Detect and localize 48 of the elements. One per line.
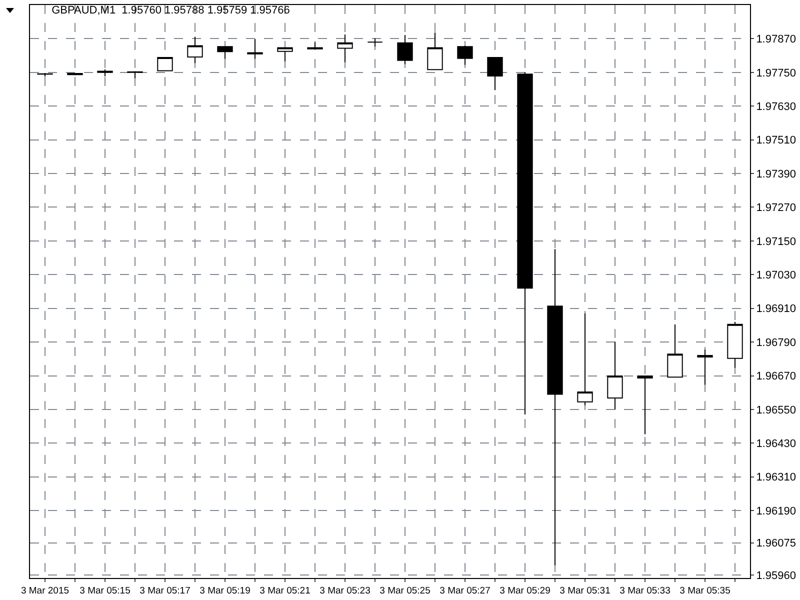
y-tick-label: 1.97150 [756,236,796,248]
x-tick-label: 3 Mar 05:25 [380,585,430,596]
candlestick [337,34,353,63]
x-tick-label: 3 Mar 05:31 [560,585,610,596]
candlestick [697,349,713,386]
y-tick-label: 1.97030 [756,270,796,282]
candlestick [427,32,443,70]
y-tick-label: 1.95960 [756,570,796,582]
y-tick-label: 1.96790 [756,336,796,349]
y-tick-label: 1.97750 [756,67,796,80]
candlestick [307,42,323,50]
candlestick [457,45,473,66]
y-tick-label: 1.97270 [756,202,796,214]
candlestick [157,57,173,72]
x-tick-label: 3 Mar 05:17 [140,585,190,596]
x-tick-label: 3 Mar 05:15 [80,585,130,596]
y-tick-label: 1.97870 [756,34,796,46]
x-tick-label: 3 Mar 05:33 [620,585,670,596]
candlestick [187,36,203,64]
candlestick [577,312,593,406]
y-tick-label: 1.96670 [756,370,796,383]
y-tick-label: 1.97510 [756,134,796,147]
candlestick [367,38,383,48]
candlestick [247,38,263,60]
x-tick-label: 3 Mar 05:23 [320,585,370,596]
candlestick [277,47,293,62]
y-tick-label: 1.96190 [756,505,796,518]
x-tick-label: 3 Mar 05:21 [260,585,310,596]
candlestick [397,34,413,65]
y-tick-label: 1.96310 [756,472,796,484]
y-tick-label: 1.96910 [756,303,796,316]
candlestick [637,376,653,435]
y-tick-label: 1.96430 [756,438,796,450]
x-tick-label: 3 Mar 05:19 [200,585,250,596]
x-tick-label: 3 Mar 05:35 [680,585,730,596]
x-tick-label: 3 Mar 05:27 [440,585,490,596]
y-tick-label: 1.97390 [756,168,796,180]
candlestick [217,46,233,60]
chart-title: GBPAUD,M1 1.95760 1.95788 1.95759 1.95766 [52,4,290,17]
y-tick-label: 1.97630 [756,100,796,113]
x-tick-label: 3 Mar 2015 [20,585,70,596]
candlestick [727,321,743,368]
y-tick-label: 1.96075 [756,538,796,550]
candlestick [607,341,623,410]
candlestick [667,324,683,378]
candlestick [487,57,503,91]
y-tick-label: 1.96550 [756,404,796,416]
x-tick-label: 3 Mar 05:29 [500,585,550,596]
